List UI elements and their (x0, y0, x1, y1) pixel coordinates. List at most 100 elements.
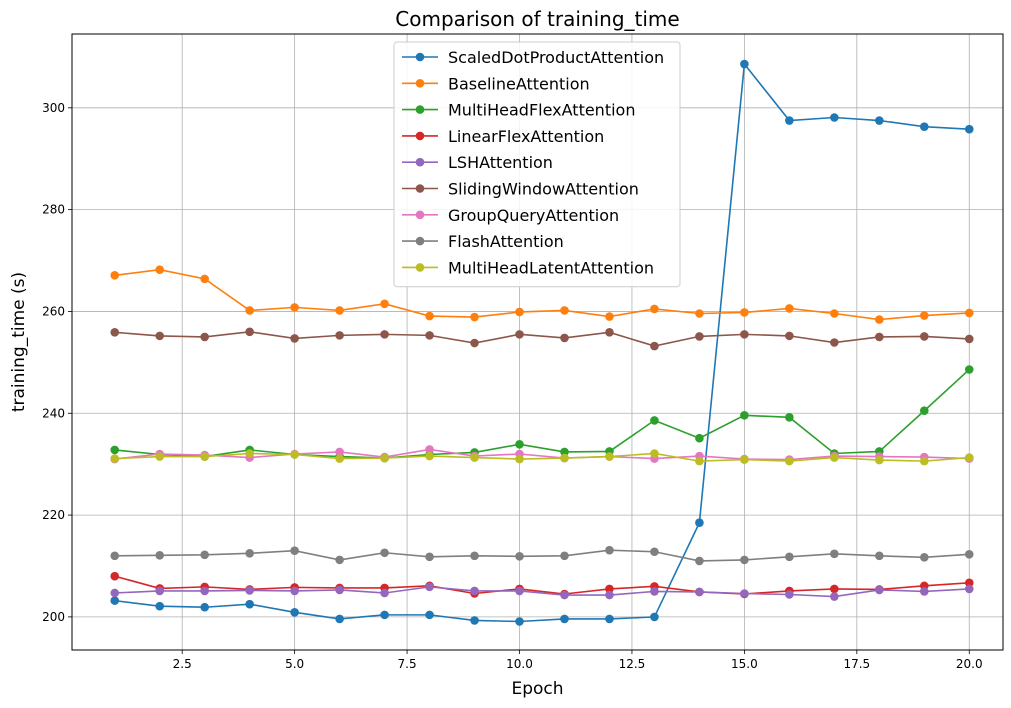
data-point (919, 406, 929, 416)
data-point (245, 327, 254, 337)
data-point (470, 338, 479, 348)
data-point (290, 334, 299, 343)
data-point (740, 555, 749, 565)
y-tick-label: 260 (42, 304, 65, 318)
series-line (114, 368, 970, 459)
data-point (425, 610, 434, 620)
x-tick-label: 20.0 (956, 657, 983, 671)
legend-item: BaselineAttention (402, 74, 590, 93)
data-point (830, 309, 839, 318)
x-tick-label: 17.5 (843, 657, 870, 671)
y-tick-label: 300 (42, 101, 65, 115)
data-point (964, 124, 974, 134)
data-point (200, 550, 209, 560)
data-point (560, 453, 569, 463)
data-point (740, 589, 749, 598)
x-tick-label: 5.0 (285, 657, 304, 671)
data-point (650, 547, 659, 557)
data-point (695, 587, 704, 597)
data-point (650, 341, 659, 351)
data-point (740, 330, 749, 339)
data-point (560, 447, 569, 457)
data-point (875, 585, 884, 595)
data-point (290, 586, 299, 596)
data-point (830, 338, 839, 347)
data-point (515, 617, 524, 626)
data-point (110, 271, 120, 280)
data-point (155, 586, 165, 596)
data-point (605, 590, 614, 600)
legend-label: LSHAttention (448, 153, 553, 172)
legend-swatch-marker (415, 210, 425, 220)
data-point (155, 452, 165, 461)
data-point (695, 556, 704, 566)
data-point (785, 552, 794, 562)
data-point (515, 330, 524, 339)
data-point (425, 331, 434, 340)
data-point (964, 334, 974, 344)
data-point (245, 599, 254, 609)
series-MultiHeadLatentAttention (110, 449, 974, 466)
data-point (605, 328, 614, 337)
data-point (335, 306, 344, 315)
data-point (380, 453, 389, 463)
series-LSHAttention (110, 582, 974, 601)
series-line (114, 268, 970, 321)
data-point (919, 553, 929, 562)
y-tick-label: 240 (42, 406, 65, 420)
data-point (650, 587, 659, 596)
data-point (470, 453, 479, 462)
data-point (155, 265, 165, 275)
data-point (605, 545, 614, 555)
data-point (560, 590, 569, 600)
data-point (290, 303, 299, 312)
data-point (335, 331, 344, 340)
series-line (114, 575, 970, 595)
data-point (875, 332, 884, 342)
legend-swatch-marker (415, 236, 425, 246)
data-point (605, 452, 614, 461)
legend-swatch-marker (415, 263, 425, 272)
data-point (875, 551, 884, 561)
legend-label: BaselineAttention (448, 74, 590, 93)
legend-swatch-marker (415, 184, 425, 193)
data-point (919, 122, 929, 131)
data-point (740, 308, 749, 317)
data-point (785, 116, 794, 125)
series-layer (110, 59, 974, 626)
x-tick-label: 2.5 (173, 657, 192, 671)
y-tick-label: 200 (42, 610, 65, 624)
data-point (964, 453, 974, 462)
data-point (155, 601, 165, 611)
data-point (875, 116, 884, 125)
y-axis-title: training_time (s) (9, 272, 29, 412)
y-tick-label: 280 (42, 203, 65, 217)
series-line (114, 61, 970, 623)
data-point (380, 610, 389, 620)
data-point (470, 616, 479, 625)
legend-swatch-marker (415, 79, 425, 88)
data-point (695, 433, 704, 443)
legend-item: LSHAttention (402, 153, 553, 172)
data-point (875, 315, 884, 324)
data-point (560, 614, 569, 624)
data-point (335, 555, 344, 565)
legend-swatch-marker (415, 131, 425, 141)
data-point (830, 549, 839, 559)
data-point (560, 306, 569, 315)
data-point (515, 586, 524, 596)
data-point (110, 454, 120, 463)
x-axis: 2.5 5.0 7.5 10.0 12.5 15.0 17.5 20.0 (173, 650, 983, 671)
data-point (650, 304, 659, 314)
data-point (605, 614, 614, 624)
data-point (110, 328, 120, 337)
data-point (919, 456, 929, 466)
data-point (740, 59, 749, 69)
legend-label: MultiHeadLatentAttention (448, 258, 654, 277)
data-point (964, 578, 974, 588)
data-point (785, 304, 794, 313)
legend-label: ScaledDotProductAttention (448, 48, 664, 67)
x-tick-label: 10.0 (506, 657, 533, 671)
data-point (515, 307, 524, 317)
data-point (425, 451, 434, 461)
